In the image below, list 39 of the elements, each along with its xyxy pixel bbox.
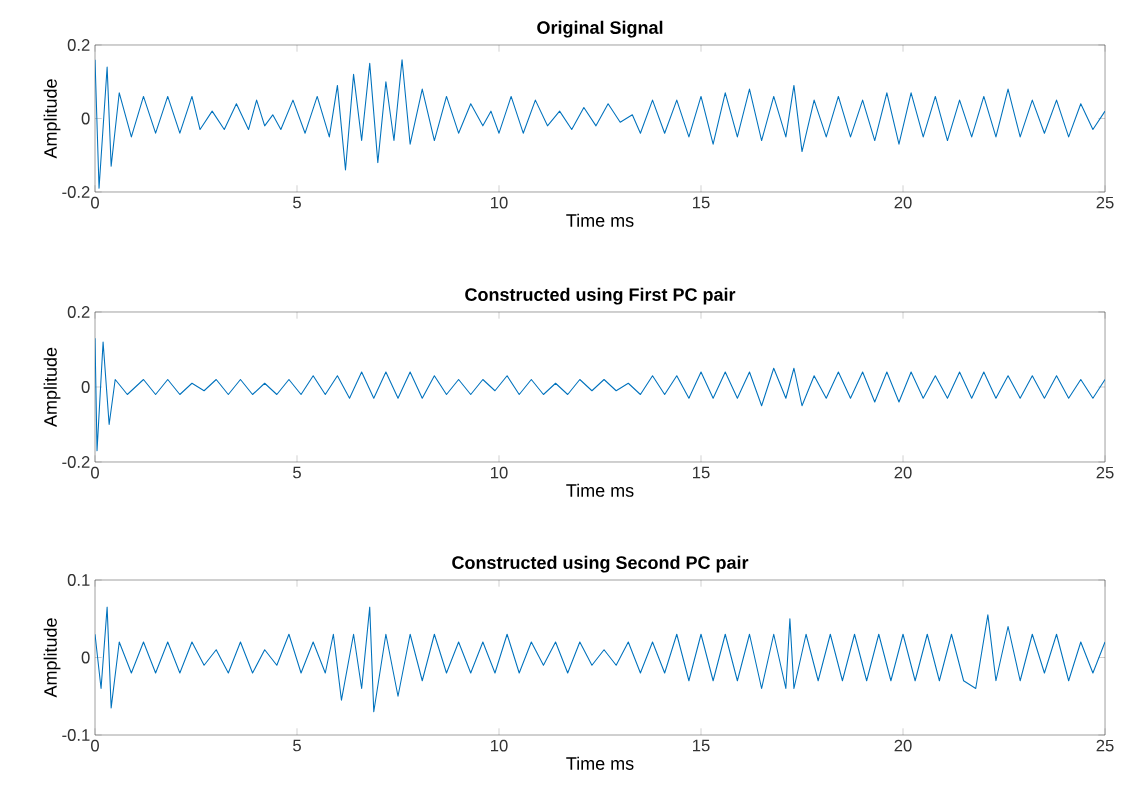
line-series bbox=[95, 337, 1106, 452]
x-tick-label: 25 bbox=[1096, 466, 1114, 479]
x-tick-label: 25 bbox=[1096, 196, 1114, 209]
line-series bbox=[95, 59, 1106, 189]
y-tick-label: 0.2 bbox=[67, 39, 90, 51]
y-tick-label: 0.2 bbox=[67, 306, 90, 318]
x-tick-label: 15 bbox=[693, 196, 710, 209]
y-tick-label: 0 bbox=[81, 112, 90, 125]
x-tick-label: 10 bbox=[491, 196, 508, 209]
x-tick-label: 20 bbox=[894, 196, 912, 209]
chart-title: Constructed using Second PC pair bbox=[452, 555, 749, 573]
x-tick-label: 5 bbox=[293, 466, 301, 479]
x-axis-title: Time ms bbox=[566, 483, 634, 497]
x-tick-label: 5 bbox=[293, 739, 301, 752]
y-tick-label: 0.1 bbox=[67, 574, 90, 586]
x-tick-label: 20 bbox=[894, 466, 912, 479]
x-tick-label: 0 bbox=[91, 739, 99, 752]
y-tick-label: -0.1 bbox=[62, 729, 90, 741]
x-tick-label: 10 bbox=[491, 739, 508, 752]
x-axis-title: Time ms bbox=[566, 213, 634, 227]
x-tick-label: 20 bbox=[894, 739, 912, 752]
y-tick-label: -0.2 bbox=[62, 456, 90, 468]
y-tick-label: -0.2 bbox=[62, 186, 90, 198]
x-tick-label: 0 bbox=[91, 196, 99, 209]
line-series bbox=[95, 606, 1106, 713]
y-tick-label: 0 bbox=[81, 381, 90, 393]
x-axis-title: Time ms bbox=[566, 756, 634, 770]
chart-title: Original Signal bbox=[537, 20, 663, 38]
y-tick-label: 0 bbox=[81, 651, 90, 664]
y-axis-title: Amplitude bbox=[43, 79, 61, 159]
y-axis-title: Amplitude bbox=[43, 347, 61, 427]
x-tick-label: 5 bbox=[293, 196, 301, 209]
x-tick-label: 0 bbox=[91, 466, 99, 479]
x-tick-label: 25 bbox=[1096, 739, 1114, 752]
x-tick-label: 15 bbox=[693, 466, 710, 479]
x-tick-label: 15 bbox=[693, 739, 710, 752]
chart-title: Constructed using First PC pair bbox=[465, 287, 736, 305]
y-axis-title: Amplitude bbox=[43, 618, 61, 698]
x-tick-label: 10 bbox=[491, 466, 508, 479]
